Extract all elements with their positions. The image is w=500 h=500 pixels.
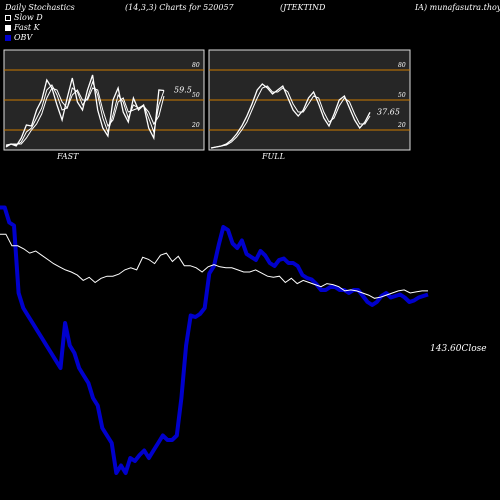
legend-obv-swatch (5, 35, 11, 41)
fast-tick-80: 80 (192, 62, 200, 69)
close-line (0, 233, 428, 299)
legend: Slow D Fast K OBV (5, 13, 43, 43)
full-panel-title: FULL (262, 152, 285, 161)
header-symbol: (JTEKTIND (280, 3, 326, 12)
legend-fast-k-label: Fast K (14, 23, 40, 32)
header-site: IA) munafasutra.thoyo (415, 3, 500, 12)
full-tick-80: 80 (398, 62, 406, 69)
full-tick-50: 50 (398, 92, 406, 99)
legend-fast-k-swatch (5, 25, 11, 31)
header-params: (14,3,3) Charts for 520057 (125, 3, 234, 12)
obv-line (0, 205, 429, 475)
legend-slow-d-label: Slow D (14, 13, 43, 22)
fast-last-value: 59.5 (174, 86, 192, 95)
full-series-1 (210, 85, 371, 149)
legend-slow-d-swatch (5, 15, 11, 21)
legend-obv-label: OBV (14, 33, 33, 42)
fast-tick-20: 20 (191, 122, 200, 129)
fast-series-2 (5, 87, 165, 146)
full-last-value: 37.65 (377, 107, 400, 116)
fast-tick-50: 50 (192, 92, 200, 99)
fast-series-1 (5, 80, 165, 147)
fast-panel-title: FAST (57, 152, 79, 161)
full-tick-20: 20 (397, 122, 406, 129)
legend-slow-d: Slow D (5, 13, 43, 23)
full-series-0 (210, 83, 371, 149)
header-title: Daily Stochastics (5, 3, 75, 12)
legend-obv: OBV (5, 33, 43, 43)
legend-fast-k: Fast K (5, 23, 43, 33)
close-last-value: 143.60Close (430, 344, 487, 354)
